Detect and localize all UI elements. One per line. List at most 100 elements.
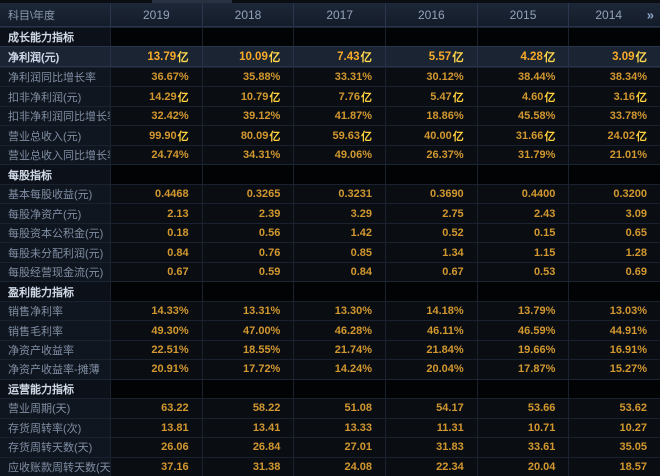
section-header-row: 成长能力指标	[0, 27, 660, 47]
unit-yi-label: 亿	[636, 91, 648, 104]
value-cell: 17.72%	[201, 360, 294, 379]
value-number: 7.76	[338, 90, 361, 103]
section-empty-cell	[110, 379, 202, 399]
row-label: 存货周转天数(天)	[0, 438, 110, 457]
value-cell: 19.66%	[476, 340, 569, 360]
value-number: 3.09	[612, 50, 635, 63]
year-header-2018: 2018	[201, 3, 294, 26]
value-cell: 41.87%	[293, 106, 386, 126]
table-row: 营业总收入同比增长率 24.74% 34.31% 49.06% 26.37% 31.79%…	[0, 144, 660, 165]
table-row: 应收账款周转天数(天) 37.16 31.38 24.08 22.34 20.04 18.5…	[0, 456, 660, 476]
section-empty-cell	[110, 165, 202, 184]
value-cell: 59.63 亿	[293, 126, 386, 145]
value-cell: 14.24%	[293, 360, 386, 379]
value-cell: 20.91%	[110, 360, 202, 379]
value-cell: 13.03%	[568, 301, 660, 321]
value-cell: 99.90 亿	[110, 126, 202, 145]
value-cell: 13.79 亿	[110, 47, 202, 66]
row-label: 净资产收益率-摊薄	[0, 360, 110, 379]
value-cell: 21.84%	[385, 340, 477, 360]
value-cell: 46.59%	[476, 321, 569, 340]
value-cell: 32.42%	[110, 106, 202, 126]
row-label: 应收账款周转天数(天)	[0, 457, 110, 476]
section-empty-cell	[201, 28, 294, 47]
section-empty-cell	[385, 28, 477, 47]
value-cell: 38.44%	[476, 67, 569, 87]
value-cell: 16.91%	[568, 340, 660, 360]
unit-yi-label: 亿	[361, 130, 373, 143]
row-label: 销售毛利率	[0, 321, 110, 340]
table-row: 营业周期(天) 63.22 58.22 51.08 54.17 53.66 53.62	[0, 398, 660, 418]
value-cell: 0.76	[201, 243, 294, 262]
row-label: 营业周期(天)	[0, 399, 110, 418]
clipped-tab-bar	[0, 0, 660, 3]
value-number: 10.79	[240, 90, 269, 103]
value-cell: 0.84	[293, 262, 386, 282]
table-row: 净资产收益率 22.51% 18.55% 21.74% 21.84% 19.66% 16.9…	[0, 339, 660, 360]
section-empty-cell	[201, 379, 294, 399]
value-cell: 0.15	[476, 223, 569, 243]
value-cell: 0.53	[476, 262, 569, 282]
more-years-chevron-icon[interactable]: »	[646, 7, 654, 22]
value-cell: 0.3265	[201, 184, 294, 204]
year-header-2014-label: 2014	[595, 7, 623, 22]
value-cell: 0.67	[385, 262, 477, 282]
value-cell: 49.06%	[293, 145, 386, 165]
row-label: 每股资本公积金(元)	[0, 223, 110, 243]
value-cell: 31.38	[201, 457, 294, 476]
value-cell: 33.61	[476, 438, 569, 457]
value-cell: 2.43	[476, 204, 569, 223]
value-cell: 22.34	[385, 457, 477, 476]
section-empty-cell	[385, 165, 477, 184]
value-cell: 0.84	[110, 243, 202, 262]
year-header-2014: 2014 »	[568, 3, 660, 26]
section-empty-cell	[476, 282, 569, 301]
value-cell: 2.39	[201, 204, 294, 223]
value-cell: 45.58%	[476, 106, 569, 126]
unit-yi-label: 亿	[452, 91, 464, 104]
value-cell: 27.01	[293, 438, 386, 457]
value-cell: 4.28 亿	[476, 47, 569, 66]
value-cell: 10.71	[476, 418, 569, 438]
unit-yi-label: 亿	[177, 91, 189, 104]
value-cell: 3.09	[568, 204, 660, 223]
section-header-row: 每股指标	[0, 164, 660, 184]
unit-yi-label: 亿	[269, 91, 281, 104]
unit-yi-label: 亿	[543, 51, 556, 64]
value-number: 13.79	[147, 50, 177, 63]
value-cell: 51.08	[293, 399, 386, 418]
section-title: 盈利能力指标	[0, 282, 110, 301]
row-label: 每股经营现金流(元)	[0, 262, 110, 282]
year-header-2015: 2015	[476, 3, 569, 26]
value-number: 59.63	[332, 129, 361, 142]
table-row: 基本每股收益(元) 0.4468 0.3265 0.3231 0.3690 0.4400 0…	[0, 183, 660, 204]
value-cell: 1.28	[568, 243, 660, 262]
section-title: 每股指标	[0, 165, 110, 184]
unit-yi-label: 亿	[269, 130, 281, 143]
value-cell: 7.43 亿	[293, 47, 386, 66]
value-cell: 26.84	[201, 438, 294, 457]
row-label: 存货周转率(次)	[0, 418, 110, 438]
table-row: 每股净资产(元) 2.13 2.39 3.29 2.75 2.43 3.09	[0, 203, 660, 223]
value-cell: 0.59	[201, 262, 294, 282]
section-empty-cell	[293, 282, 386, 301]
section-empty-cell	[476, 165, 569, 184]
section-empty-cell	[568, 282, 660, 301]
section-empty-cell	[110, 28, 202, 47]
value-cell: 37.16	[110, 457, 202, 476]
value-number: 31.66	[515, 129, 544, 142]
value-cell: 31.79%	[476, 145, 569, 165]
active-tab-edge	[152, 0, 232, 3]
value-cell: 10.79 亿	[201, 87, 294, 106]
value-cell: 17.87%	[476, 360, 569, 379]
value-cell: 1.34	[385, 243, 477, 262]
value-cell: 13.81	[110, 418, 202, 438]
section-empty-cell	[568, 165, 660, 184]
value-cell: 0.3690	[385, 184, 477, 204]
value-number: 3.16	[613, 90, 636, 103]
row-label: 基本每股收益(元)	[0, 184, 110, 204]
value-cell: 49.30%	[110, 321, 202, 340]
row-label: 扣非净利润同比增长率	[0, 106, 110, 126]
value-cell: 18.55%	[201, 340, 294, 360]
value-cell: 2.13	[110, 204, 202, 223]
